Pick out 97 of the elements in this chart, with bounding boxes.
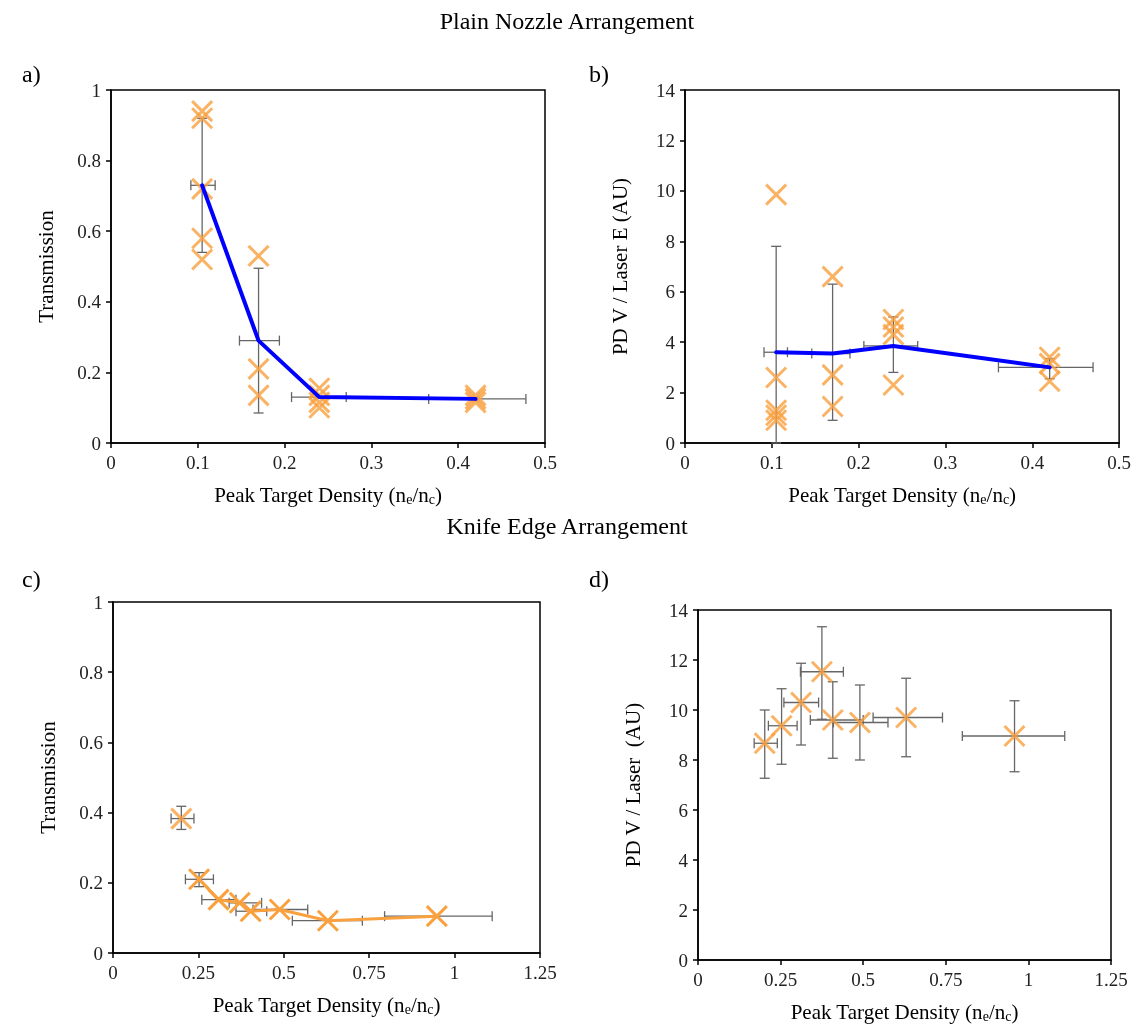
- y-tick-label: 12: [669, 649, 688, 671]
- text: c): [22, 566, 41, 592]
- y-tick-label: 0.8: [79, 661, 103, 683]
- y-tick-label: 0.6: [77, 220, 101, 242]
- x-tick-label: 0.5: [271, 962, 296, 983]
- text: b): [589, 61, 609, 87]
- point: [247, 244, 271, 268]
- chart-title: Plain Nozzle Arrangement: [438, 8, 696, 35]
- point: [764, 365, 788, 389]
- x-tick-label: 0.1: [759, 452, 784, 473]
- x-tick-label: 0: [108, 962, 118, 983]
- point: [810, 660, 834, 684]
- point: [228, 891, 252, 915]
- point: [764, 398, 788, 422]
- point: [764, 183, 788, 207]
- line-series: [774, 343, 1052, 370]
- y-tick-label: 0: [93, 942, 103, 964]
- x-tick-label: 0.4: [446, 452, 471, 473]
- y-tick-label: 10: [669, 699, 688, 721]
- x-tick-label: 1.25: [523, 962, 557, 983]
- x-tick-label: 0.5: [533, 452, 557, 473]
- y-axis-title: PD V / Laser E (AU): [607, 177, 632, 356]
- y-axis-title: Transmission: [33, 209, 58, 323]
- point: [247, 383, 271, 407]
- y-tick-label: 0.2: [79, 872, 103, 894]
- x-tick-label: 0.5: [851, 969, 876, 990]
- x-tick-label: 0.75: [352, 962, 386, 983]
- point: [247, 357, 271, 381]
- y-tick-label: 6: [665, 281, 675, 303]
- point: [169, 807, 193, 831]
- x-axis-title: Peak Target Density (ne/nc): [214, 482, 443, 507]
- y-tick-label: 0: [91, 432, 101, 454]
- point: [764, 403, 788, 427]
- point: [187, 867, 211, 891]
- y-tick-label: 0.4: [79, 802, 104, 824]
- y-tick-label: 0.6: [79, 731, 103, 753]
- point: [821, 708, 845, 732]
- line-series: [200, 183, 478, 401]
- y-tick-label: 2: [678, 899, 688, 921]
- y-tick-label: 0.4: [77, 291, 102, 313]
- point: [316, 909, 340, 933]
- point: [821, 363, 845, 387]
- x-tick-label: 0.1: [185, 452, 210, 473]
- x-tick-label: 0.4: [1020, 452, 1045, 473]
- y-tick-label: 8: [678, 749, 688, 771]
- y-tick-label: 14: [656, 79, 676, 101]
- point: [894, 706, 918, 729]
- y-tick-label: 8: [665, 230, 675, 252]
- point: [848, 711, 872, 734]
- y-tick-label: 4: [678, 849, 689, 871]
- x-tick-label: 0.75: [929, 969, 963, 990]
- point: [190, 106, 214, 130]
- y-tick-label: 0: [665, 432, 675, 454]
- point: [1003, 724, 1027, 748]
- y-tick-label: 12: [656, 129, 675, 151]
- x-tick-label: 1: [1023, 969, 1034, 990]
- x-tick-label: 0.5: [1107, 452, 1131, 473]
- y-tick-label: 6: [678, 799, 688, 821]
- point: [770, 714, 794, 738]
- text: d): [589, 566, 609, 592]
- chart-title: Knife Edge Arrangement: [445, 513, 689, 540]
- point: [881, 373, 905, 397]
- y-tick-label: 4: [665, 331, 676, 353]
- y-tick-label: 0.2: [77, 361, 101, 383]
- y-tick-label: 1: [91, 79, 101, 101]
- point: [821, 394, 845, 418]
- x-tick-label: 0.2: [846, 452, 871, 473]
- point: [239, 899, 263, 923]
- point: [881, 315, 905, 339]
- y-tick-label: 2: [665, 382, 675, 404]
- point: [764, 408, 788, 432]
- point: [268, 897, 292, 921]
- y-tick-label: 1: [93, 591, 103, 613]
- x-axis-title: Peak Target Density (ne/nc): [790, 999, 1019, 1024]
- point: [821, 265, 845, 289]
- x-tick-label: 0: [693, 969, 703, 990]
- y-tick-label: 14: [669, 599, 689, 621]
- x-tick-label: 0.3: [933, 452, 958, 473]
- x-tick-label: 0.3: [359, 452, 384, 473]
- x-tick-label: 1: [449, 962, 460, 983]
- x-tick-label: 0.25: [763, 969, 798, 990]
- x-tick-label: 1.25: [1094, 969, 1128, 990]
- point: [753, 731, 777, 755]
- point: [789, 691, 813, 714]
- y-axis-title: PD V / Laser (AU): [620, 702, 645, 868]
- x-tick-label: 0: [106, 452, 116, 473]
- point: [425, 904, 449, 928]
- x-tick-label: 0.25: [181, 962, 216, 983]
- point: [190, 99, 214, 123]
- x-axis-title: Peak Target Density (ne/nc): [788, 482, 1017, 507]
- y-axis-title: Transmission: [35, 720, 60, 834]
- y-tick-label: 10: [656, 180, 675, 202]
- point: [207, 888, 231, 912]
- x-tick-label: 0.2: [272, 452, 297, 473]
- x-axis-title: Peak Target Density (ne/nc): [212, 992, 441, 1017]
- y-tick-label: 0.8: [77, 150, 101, 172]
- text: a): [22, 61, 41, 87]
